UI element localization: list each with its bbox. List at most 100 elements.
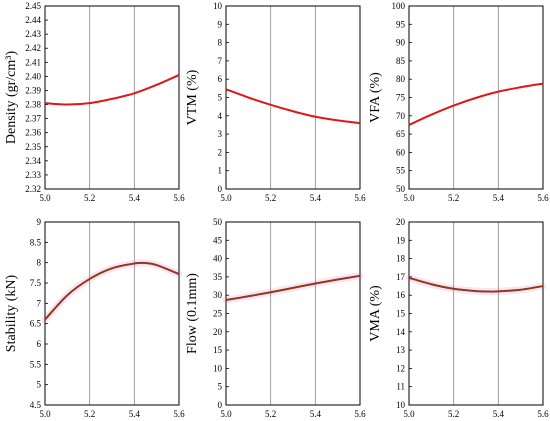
y-tick-label: 2.38 xyxy=(25,100,41,110)
y-tick-label: 40 xyxy=(213,254,223,264)
y-tick-label: 2.40 xyxy=(25,71,41,81)
plot-frame xyxy=(44,221,180,406)
y-tick-label: 2.43 xyxy=(25,29,41,39)
y-axis-label: Density (gr/cm³) xyxy=(4,51,19,145)
y-tick-label: 30 xyxy=(213,290,223,300)
chart-density-gr-cm: 2.32 2.33 2.34 2.35 2.36 2.37 2.38 2.39 2.40 2.41… xyxy=(4,1,185,203)
x-tick-label: 5.6 xyxy=(537,193,549,203)
series-line-vma xyxy=(408,276,544,293)
y-tick-label: 2.36 xyxy=(25,128,41,138)
x-tick-label: 5.4 xyxy=(129,193,141,203)
y-tick-label: 17 xyxy=(396,272,406,282)
y-tick-label: 7.5 xyxy=(30,278,42,288)
y-tick-label: 25 xyxy=(213,309,223,319)
y-tick-label: 18 xyxy=(396,254,406,264)
y-tick-label: 95 xyxy=(396,19,406,29)
y-tick-label: 100 xyxy=(392,1,406,11)
y-tick-label: 35 xyxy=(213,272,223,282)
y-tick-label: 55 xyxy=(396,166,406,176)
y-axis-label: VMA (%) xyxy=(368,285,383,342)
y-tick-label: 5.5 xyxy=(30,359,42,369)
x-tick-label: 5.0 xyxy=(403,193,415,203)
y-tick-label: 16 xyxy=(396,290,406,300)
y-tick-label: 4.5 xyxy=(30,400,42,410)
x-tick-label: 5.4 xyxy=(129,409,141,419)
series-line-stability-kn xyxy=(44,261,180,321)
y-tick-label: 5 xyxy=(218,93,223,103)
y-tick-label: 70 xyxy=(396,111,406,121)
x-tick-label: 5.4 xyxy=(493,409,505,419)
y-tick-label: 1 xyxy=(218,166,223,176)
y-tick-label: 8 xyxy=(37,258,42,268)
y-tick-label: 13 xyxy=(396,345,406,355)
y-tick-label: 2.45 xyxy=(25,1,41,11)
plot-frame xyxy=(225,221,361,406)
x-tick-label: 5.0 xyxy=(39,409,51,419)
series-line-vfa xyxy=(408,82,544,126)
y-tick-label: 2.41 xyxy=(25,57,41,67)
y-axis-label: Flow (0.1mm) xyxy=(185,273,200,354)
y-tick-label: 9 xyxy=(218,19,223,29)
y-axis-label: Stability (kN) xyxy=(4,274,19,352)
y-tick-label: 9 xyxy=(37,217,42,227)
x-tick-label: 5.6 xyxy=(537,409,549,419)
y-tick-label: 10 xyxy=(213,363,223,373)
x-tick-label: 5.2 xyxy=(448,409,459,419)
x-tick-label: 5.4 xyxy=(310,193,322,203)
x-tick-label: 5.2 xyxy=(84,409,95,419)
y-tick-label: 85 xyxy=(396,56,406,66)
y-tick-label: 50 xyxy=(213,217,223,227)
y-tick-label: 65 xyxy=(396,129,406,139)
x-tick-label: 5.2 xyxy=(265,193,276,203)
y-tick-label: 20 xyxy=(396,217,406,227)
y-tick-label: 19 xyxy=(396,235,406,245)
y-tick-label: 2.32 xyxy=(25,184,41,194)
x-tick-label: 5.6 xyxy=(173,193,185,203)
y-tick-label: 15 xyxy=(213,345,223,355)
chart-vma: 10 11 12 13 14 15 16 17 18 19 20 5.0 5.2 5.4 5.6 VMA (%… xyxy=(368,217,549,419)
y-tick-label: 12 xyxy=(396,363,405,373)
x-tick-label: 5.0 xyxy=(220,409,232,419)
x-tick-label: 5.2 xyxy=(448,193,459,203)
y-tick-label: 7 xyxy=(218,56,223,66)
y-tick-label: 10 xyxy=(213,1,223,11)
y-axis-label: VFA (%) xyxy=(368,72,383,123)
y-tick-label: 5 xyxy=(37,380,42,390)
y-tick-label: 7 xyxy=(37,298,42,308)
y-tick-label: 4 xyxy=(218,111,223,121)
x-tick-label: 5.2 xyxy=(84,193,95,203)
y-tick-label: 2 xyxy=(218,147,223,157)
y-tick-label: 15 xyxy=(396,309,406,319)
y-tick-label: 60 xyxy=(396,147,406,157)
series-line-vtm xyxy=(225,88,361,125)
y-tick-label: 2.34 xyxy=(25,156,41,166)
y-tick-label: 3 xyxy=(218,129,223,139)
x-tick-label: 5.2 xyxy=(265,409,276,419)
y-tick-label: 2.44 xyxy=(25,15,41,25)
y-tick-label: 8 xyxy=(218,38,223,48)
y-tick-label: 6.5 xyxy=(30,319,42,329)
y-tick-label: 8.5 xyxy=(30,237,42,247)
chart-flow-0-1mm: 0 5 10 15 20 25 30 35 40 45 50 5.0 5.2 5.4 5.6 Flow (0.… xyxy=(185,217,366,419)
y-tick-label: 2.42 xyxy=(25,43,41,53)
y-tick-label: 2.33 xyxy=(25,170,41,180)
y-tick-label: 6 xyxy=(37,339,42,349)
y-tick-label: 10 xyxy=(396,400,406,410)
y-tick-label: 75 xyxy=(396,93,406,103)
y-tick-label: 20 xyxy=(213,327,223,337)
y-tick-label: 5 xyxy=(218,382,223,392)
series-line-flow-0-1mm xyxy=(225,274,361,301)
x-tick-label: 5.6 xyxy=(354,193,366,203)
x-tick-label: 5.4 xyxy=(310,409,322,419)
chart-stability-kn: 4.5 5 5.5 6 6.5 7 7.5 8 8.5 9 5.0 5.2 5.4 5.6 Stabilit… xyxy=(4,217,185,419)
y-tick-label: 90 xyxy=(396,38,406,48)
y-tick-label: 0 xyxy=(218,184,223,194)
y-tick-label: 80 xyxy=(396,74,406,84)
y-tick-label: 0 xyxy=(218,400,223,410)
y-tick-label: 2.37 xyxy=(25,114,41,124)
series-glow xyxy=(41,259,183,324)
chart-vfa: 50 55 60 65 70 75 80 85 90 95 100 5.0 5.2 5.4 5.6 VFA (… xyxy=(368,1,549,203)
x-tick-label: 5.6 xyxy=(354,409,366,419)
series-line-density-gr-cm xyxy=(44,74,180,106)
